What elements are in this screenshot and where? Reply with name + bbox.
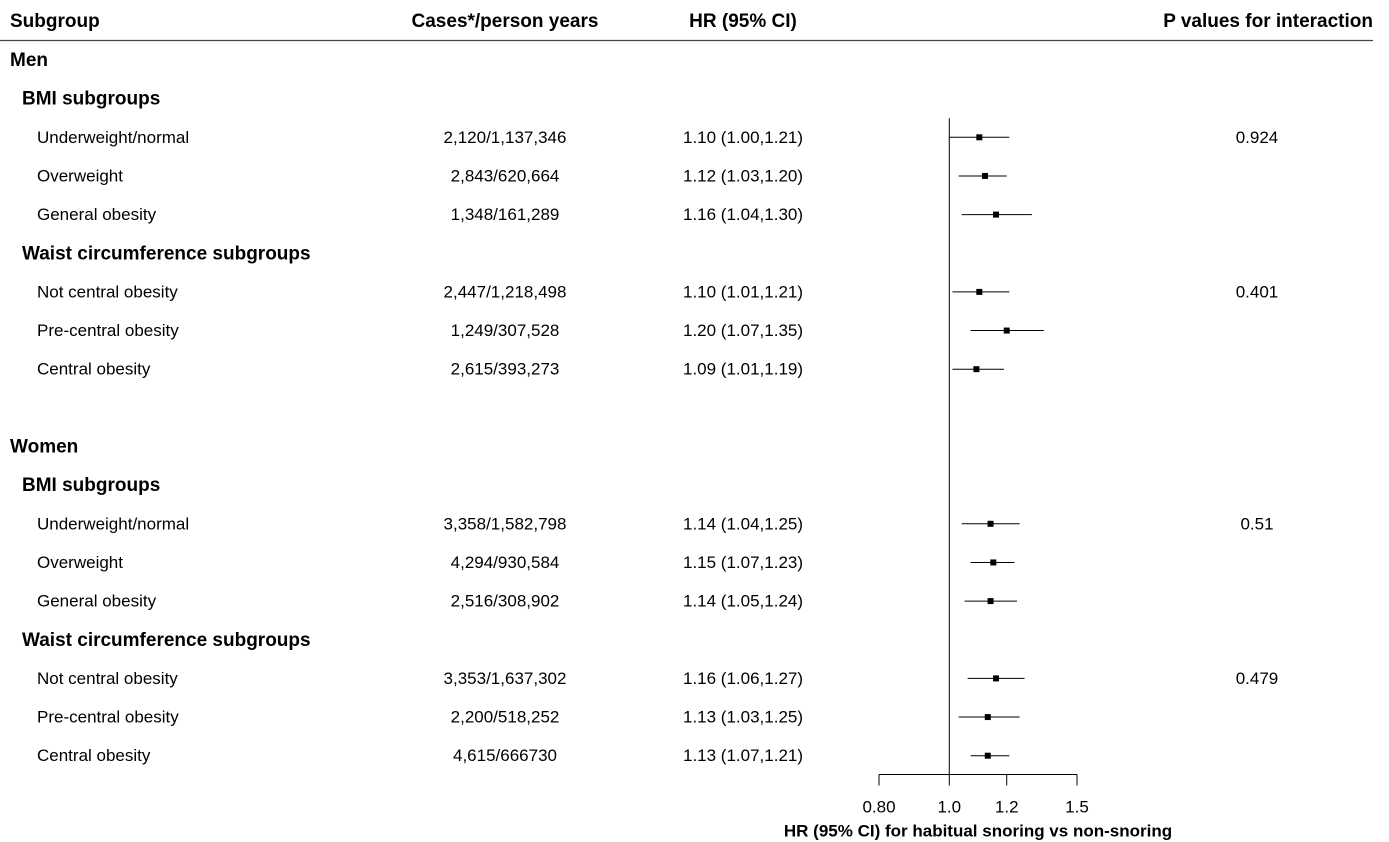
x-tick-label: 1.5	[1065, 797, 1089, 816]
group-label: Waist circumference subgroups	[22, 630, 311, 651]
point-estimate	[1003, 327, 1010, 334]
cases: 2,120/1,137,346	[444, 128, 567, 147]
cases: 3,358/1,582,798	[444, 514, 567, 533]
row-label: General obesity	[37, 205, 157, 224]
point-estimate	[987, 598, 994, 605]
point-estimate	[984, 752, 991, 759]
x-tick-label: 0.80	[862, 797, 895, 816]
hr-label: 1.16 (1.04,1.30)	[683, 205, 803, 224]
header-cases: Cases*/person years	[412, 11, 599, 32]
header-hr: HR (95% CI)	[689, 11, 797, 32]
hr-label: 1.14 (1.04,1.25)	[683, 514, 803, 533]
row-label: Not central obesity	[37, 282, 178, 301]
hr-label: 1.15 (1.07,1.23)	[683, 553, 803, 572]
cases: 3,353/1,637,302	[444, 669, 567, 688]
row-label: Underweight/normal	[37, 128, 189, 147]
hr-label: 1.14 (1.05,1.24)	[683, 592, 803, 611]
row-label: Central obesity	[37, 360, 151, 379]
section-label: Women	[10, 437, 78, 458]
point-estimate	[993, 675, 1000, 682]
x-tick-label: 1.0	[937, 797, 961, 816]
row-label: Underweight/normal	[37, 514, 189, 533]
hr-label: 1.20 (1.07,1.35)	[683, 321, 803, 340]
cases: 2,516/308,902	[451, 592, 560, 611]
point-estimate	[984, 714, 991, 721]
row-label: Pre-central obesity	[37, 321, 179, 340]
point-estimate	[990, 559, 997, 566]
p-value: 0.51	[1240, 514, 1273, 533]
point-estimate	[976, 134, 983, 141]
hr-label: 1.16 (1.06,1.27)	[683, 669, 803, 688]
row-label: Overweight	[37, 166, 123, 185]
cases: 4,615/666730	[453, 746, 557, 765]
cases: 2,615/393,273	[451, 360, 560, 379]
p-value: 0.479	[1236, 669, 1279, 688]
group-label: Waist circumference subgroups	[22, 243, 311, 264]
group-label: BMI subgroups	[22, 89, 160, 110]
cases: 1,249/307,528	[451, 321, 560, 340]
header-subgroup: Subgroup	[10, 11, 100, 32]
cases: 4,294/930,584	[451, 553, 560, 572]
section-label: Men	[10, 50, 48, 71]
header-p: P values for interaction	[1163, 11, 1373, 32]
hr-label: 1.12 (1.03,1.20)	[683, 166, 803, 185]
group-label: BMI subgroups	[22, 475, 160, 496]
cases: 2,843/620,664	[451, 166, 560, 185]
p-value: 0.401	[1236, 282, 1279, 301]
point-estimate	[981, 172, 988, 179]
p-value: 0.924	[1236, 128, 1279, 147]
point-estimate	[976, 288, 983, 295]
hr-label: 1.09 (1.01,1.19)	[683, 360, 803, 379]
hr-label: 1.13 (1.07,1.21)	[683, 746, 803, 765]
hr-label: 1.10 (1.00,1.21)	[683, 128, 803, 147]
hr-label: 1.10 (1.01,1.21)	[683, 282, 803, 301]
point-estimate	[987, 520, 994, 527]
row-label: Overweight	[37, 553, 123, 572]
x-tick-label: 1.2	[995, 797, 1019, 816]
cases: 1,348/161,289	[451, 205, 560, 224]
cases: 2,200/518,252	[451, 708, 560, 727]
point-estimate	[993, 211, 1000, 218]
point-estimate	[973, 366, 980, 373]
row-label: Not central obesity	[37, 669, 178, 688]
row-label: Pre-central obesity	[37, 708, 179, 727]
cases: 2,447/1,218,498	[444, 282, 567, 301]
row-label: Central obesity	[37, 746, 151, 765]
hr-label: 1.13 (1.03,1.25)	[683, 708, 803, 727]
row-label: General obesity	[37, 592, 157, 611]
x-axis-title: HR (95% CI) for habitual snoring vs non-…	[784, 821, 1172, 840]
